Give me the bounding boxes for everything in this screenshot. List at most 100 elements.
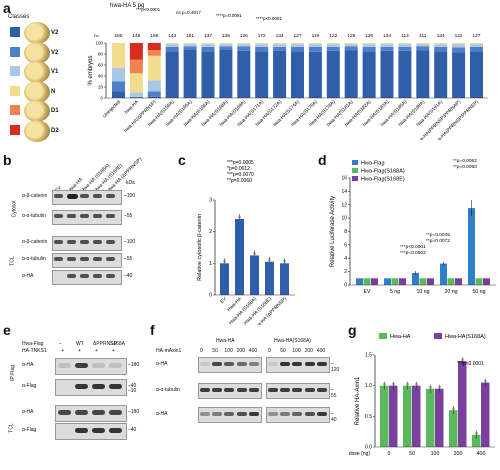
y-tick-label: 12 <box>341 202 347 208</box>
pvalue-annotation: **p=0.0045 <box>426 232 450 238</box>
stacked-bar-segment <box>219 49 233 98</box>
blot-row-label: α-α-tubulin <box>156 387 180 393</box>
y-tick-label: 0 <box>344 283 347 289</box>
bar <box>475 278 483 285</box>
stacked-bar-segment <box>362 51 376 98</box>
stacked-bar-segment <box>470 44 483 47</box>
stacked-bar-segment <box>129 59 143 74</box>
blot-band <box>93 194 102 198</box>
dose-value: 400 <box>316 348 326 354</box>
bar <box>384 278 391 285</box>
blot-row-label: α-Flag <box>22 427 37 433</box>
stacked-bar-segment <box>344 43 358 45</box>
stacked-bar-segment <box>201 46 215 52</box>
blot-band <box>200 412 210 416</box>
blot-row-label: α-HA <box>156 361 168 367</box>
blot-band <box>106 274 115 278</box>
bar <box>235 219 244 295</box>
category-label: 0 <box>388 451 391 457</box>
data-point <box>461 358 464 361</box>
class-label: N <box>51 88 56 95</box>
y-tick-label: 60 <box>98 63 104 68</box>
kda-label: kDa <box>126 180 135 186</box>
pvalue-annotation: **p=0.0062 <box>453 158 477 164</box>
y-tick-label: 100 <box>95 41 103 46</box>
y-tick-label: 2 <box>209 229 212 235</box>
mw-marker: –55 <box>124 256 133 262</box>
class-label: V2 <box>51 30 59 36</box>
dose-value: 50 <box>280 348 286 354</box>
class-color-swatch <box>10 105 20 115</box>
y-axis-label: Relative Luciferase Activity <box>330 196 336 267</box>
n-count: 119 <box>312 33 320 39</box>
blot-band <box>224 388 235 392</box>
stacked-bar-segment <box>112 43 125 68</box>
stacked-bar-segment <box>183 46 197 50</box>
stacked-bar-segment <box>470 43 483 45</box>
y-tick-label: 1 <box>209 261 212 267</box>
class-label: D2 <box>51 127 59 134</box>
dose-value: 100 <box>292 348 301 354</box>
section-label-tcl: TCL <box>9 256 16 266</box>
blot-band <box>304 388 315 392</box>
n-count: 122 <box>455 33 463 39</box>
blot-band <box>67 194 78 199</box>
stacked-bar-segment <box>326 44 340 47</box>
blot-band <box>67 240 76 244</box>
panel-c-label: c <box>178 152 186 168</box>
blot-row-label: α-α-tubulin <box>22 213 46 219</box>
stacked-bar-segment <box>255 43 269 45</box>
data-point <box>452 407 455 410</box>
blot-band <box>316 362 327 366</box>
bar <box>481 382 490 447</box>
y-tick-label: 0.0 <box>365 445 372 451</box>
blot-band <box>200 388 210 392</box>
blot-band <box>280 388 291 392</box>
stacked-bar-segment <box>291 44 304 47</box>
blot-row-label: α-β-catenin <box>22 193 48 199</box>
western-blot-e: Hwa-Flag HA-TNKS1− + WT + ΔPPRNSP + S168A + α-HA –… <box>0 325 140 470</box>
n-count: 151 <box>186 33 194 39</box>
mw-marker: –180 <box>128 362 140 368</box>
row-label-ha-tnks1: HA-TNKS1 <box>22 348 47 354</box>
stacked-bar-segment <box>219 43 233 45</box>
bar <box>468 208 475 285</box>
blot-band <box>236 388 247 392</box>
y-tick-label: 40 <box>98 74 104 79</box>
stacked-bar-segment <box>452 44 466 48</box>
category-label: 5 ng <box>390 289 400 295</box>
pvalue-annotation: ***p<0.0001 <box>400 244 426 250</box>
mw-marker: –40 <box>128 383 137 389</box>
blot-band <box>224 412 235 416</box>
stacked-bar-segment <box>273 50 287 98</box>
n-count: 134 <box>383 33 391 39</box>
pvalue-annotation: ***p=0.0070 <box>227 172 254 178</box>
stacked-bar-segment <box>452 47 466 53</box>
n-count: 129 <box>347 33 355 39</box>
stacked-bar-segment <box>112 91 125 98</box>
stacked-bar-segment <box>452 43 466 45</box>
stacked-bar-segment <box>165 46 179 52</box>
blot-band <box>58 363 71 368</box>
bar <box>380 385 389 447</box>
blot-band <box>268 362 278 366</box>
panel-f-label: f <box>150 322 155 338</box>
blot-band <box>280 362 291 366</box>
mw-marker: –100 <box>124 193 136 199</box>
x-axis-label: dose (ng) <box>349 451 370 457</box>
blot-band <box>93 274 102 278</box>
category-label: 200 <box>454 451 463 457</box>
section-label-ip: IP:Flag <box>9 365 16 381</box>
blot-band <box>304 362 315 366</box>
class-label: D1 <box>51 108 59 114</box>
stacked-bar-segment <box>308 44 322 47</box>
stacked-bar-segment <box>344 46 358 51</box>
mw-marker: –55 <box>331 387 337 399</box>
blot-band <box>236 362 247 366</box>
legend-label: Hwa-Flag(S168E) <box>361 177 405 183</box>
y-axis-label: Relative cytosolic β-catenin <box>197 214 203 281</box>
lane-label: S168A <box>110 341 126 347</box>
n-count: 127 <box>293 33 301 39</box>
section-label-tcl: TCL <box>8 423 15 433</box>
